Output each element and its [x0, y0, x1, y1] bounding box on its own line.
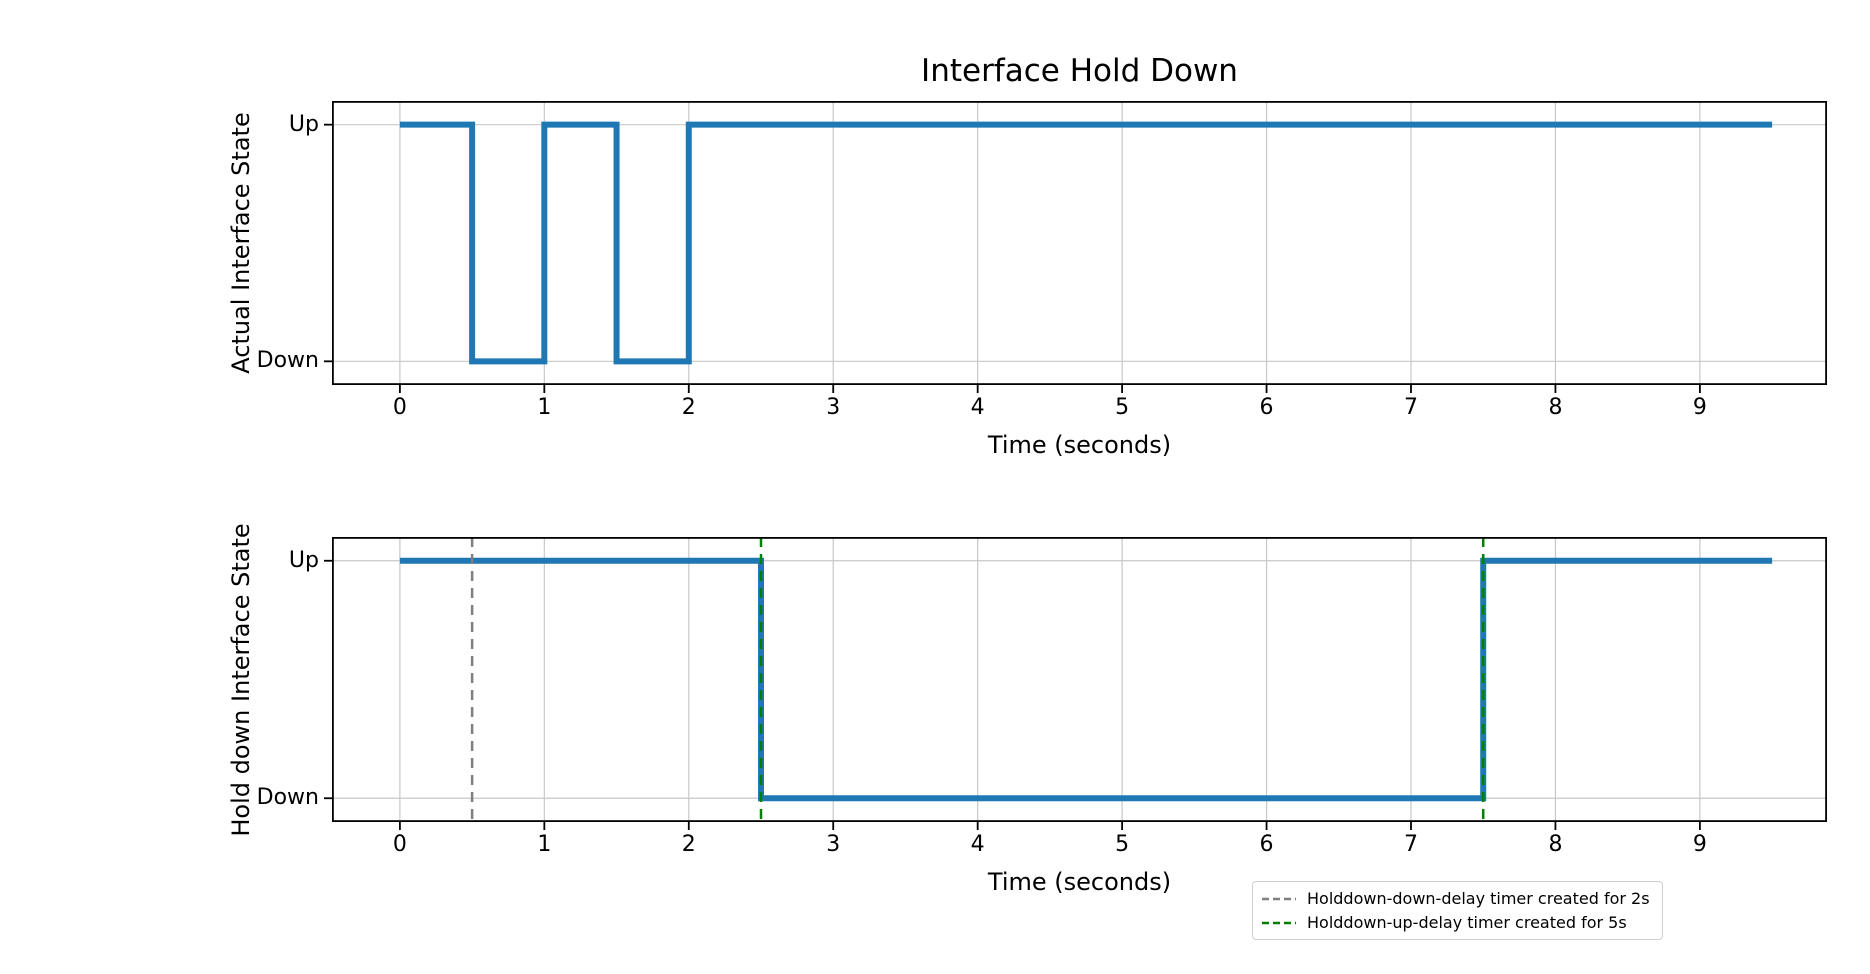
legend-label-holddown-up-delay: Holddown-up-delay timer created for 5s: [1307, 913, 1627, 932]
x-axis-label-time-bottom: Time (seconds): [987, 868, 1172, 896]
x-tick-label: 4: [970, 832, 985, 857]
x-tick-label: 2: [681, 832, 696, 857]
x-tick-label: 3: [826, 395, 841, 420]
x-tick-label: 9: [1692, 395, 1707, 420]
x-tick-label: 4: [970, 395, 985, 420]
y-tick-label: Up: [288, 547, 319, 573]
plot-area-bottom-svg: [324, 536, 1827, 830]
x-tick-label: 1: [537, 395, 552, 420]
y-tick-label: Up: [288, 111, 319, 137]
y-tick-label: Down: [256, 348, 319, 374]
plot-actual-interface-state: Actual Interface State Time (seconds) 0 1…: [227, 100, 1827, 459]
x-tick-label: 6: [1259, 395, 1274, 420]
legend-item-holddown-down-delay: Holddown-down-delay timer created for 2s: [1262, 889, 1650, 908]
x-axis-label-time-top: Time (seconds): [987, 431, 1172, 459]
legend-item-holddown-up-delay: Holddown-up-delay timer created for 5s: [1262, 913, 1650, 932]
plot-spines: [331, 536, 1827, 823]
x-tick-label: 1: [537, 832, 552, 857]
y-axis-label-actual-interface-state: Actual Interface State: [227, 112, 255, 374]
x-tick-label: 8: [1548, 832, 1563, 857]
legend: Holddown-down-delay timer created for 2s…: [1252, 881, 1663, 940]
series-holddown-interface-state: [399, 557, 1773, 802]
x-tick-label: 6: [1259, 832, 1274, 857]
dashed-line-sample-green-icon: [1262, 921, 1296, 924]
plot-spines: [331, 100, 1827, 386]
x-tick-label: 5: [1115, 832, 1130, 857]
x-tick-label: 2: [681, 395, 696, 420]
x-tick-label: 7: [1404, 395, 1418, 420]
legend-label-holddown-down-delay: Holddown-down-delay timer created for 2s: [1307, 889, 1650, 908]
series-actual-interface-state: [399, 121, 1773, 365]
x-tick-label: 8: [1548, 395, 1563, 420]
x-tick-label: 5: [1115, 395, 1130, 420]
chart-title: Interface Hold Down: [921, 53, 1238, 89]
dashed-line-sample-gray-icon: [1262, 897, 1296, 900]
x-tick-label: 0: [392, 832, 407, 857]
plot-area-top-svg: [324, 100, 1827, 393]
x-tick-label: 0: [392, 395, 407, 420]
y-axis-label-holddown-interface-state: Hold down Interface State: [227, 522, 255, 837]
x-tick-label: 3: [826, 832, 841, 857]
x-tick-label: 7: [1404, 832, 1418, 857]
y-tick-label: Down: [256, 785, 319, 811]
plot-holddown-interface-state: Hold down Interface State Time (seconds)…: [227, 523, 1827, 896]
x-tick-label: 9: [1692, 832, 1707, 857]
